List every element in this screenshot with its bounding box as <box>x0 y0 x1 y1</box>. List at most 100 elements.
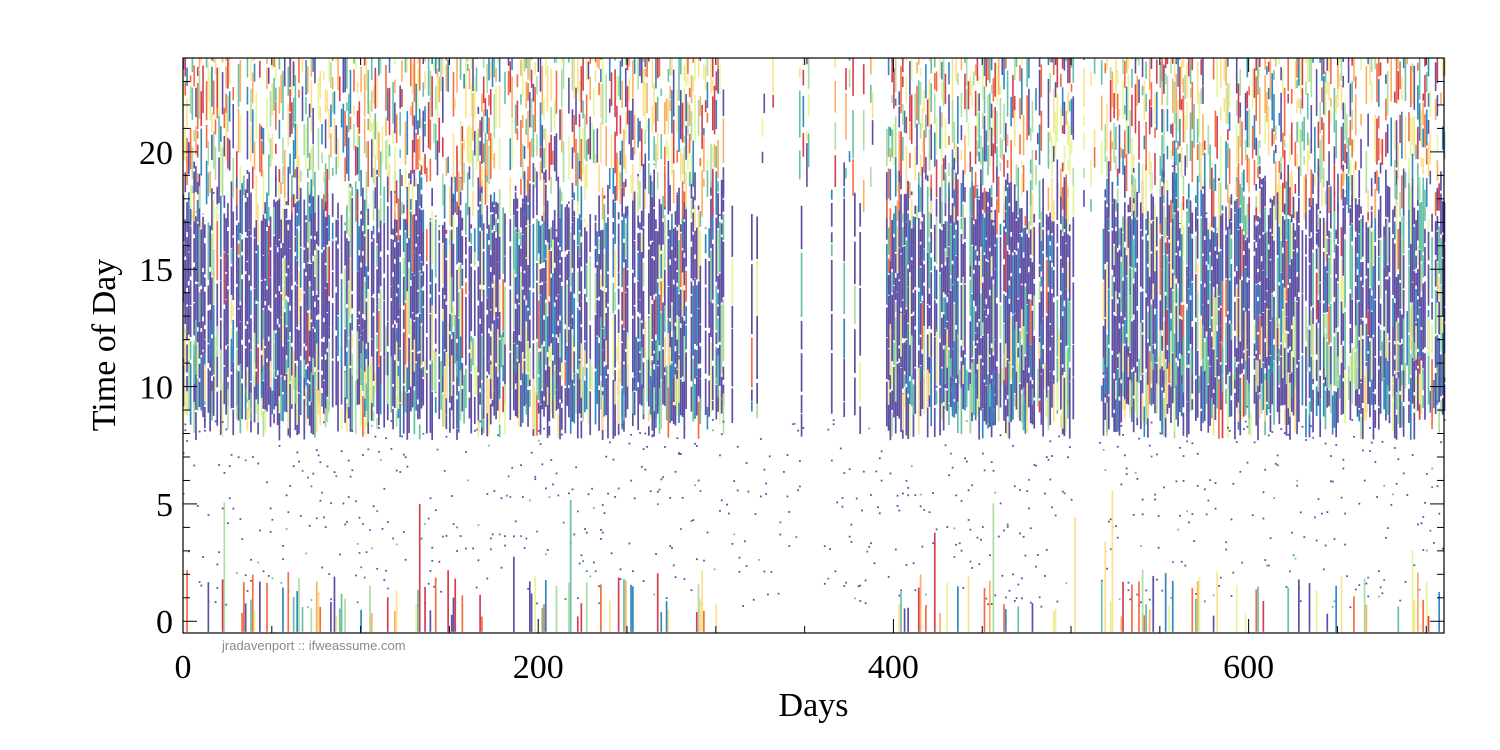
activity-mark <box>935 528 938 531</box>
activity-mark <box>965 420 968 423</box>
activity-mark <box>839 447 842 450</box>
activity-mark <box>834 570 837 573</box>
activity-mark <box>978 563 981 566</box>
activity-mark <box>981 526 984 528</box>
activity-mark <box>504 544 506 547</box>
activity-mark <box>330 598 332 601</box>
activity-mark <box>1235 441 1238 443</box>
activity-mark <box>1214 482 1217 484</box>
activity-mark <box>1033 463 1036 466</box>
activity-mark <box>443 469 446 472</box>
activity-mark <box>1273 497 1275 499</box>
activity-mark <box>669 496 672 499</box>
activity-mark <box>1106 567 1109 570</box>
activity-mark <box>1161 589 1164 592</box>
activity-mark <box>520 464 522 467</box>
activity-mark <box>612 458 615 461</box>
activity-mark <box>1196 452 1199 455</box>
activity-mark <box>404 456 407 459</box>
activity-mark <box>1116 445 1119 448</box>
activity-mark <box>269 530 272 533</box>
activity-mark <box>429 497 432 500</box>
activity-mark <box>664 446 666 448</box>
activity-mark <box>431 546 434 549</box>
activity-mark <box>587 493 590 496</box>
activity-mark <box>493 490 496 492</box>
activity-mark <box>925 593 927 596</box>
activity-mark <box>323 516 325 519</box>
activity-mark <box>900 589 903 592</box>
activity-mark <box>630 479 633 482</box>
activity-mark <box>836 501 839 504</box>
activity-mark <box>282 545 284 547</box>
activity-mark <box>1287 433 1290 436</box>
activity-mark <box>932 542 934 545</box>
activity-mark <box>214 601 217 604</box>
activity-mark <box>301 469 304 472</box>
activity-mark <box>969 528 972 531</box>
activity-mark <box>1109 548 1112 551</box>
activity-mark <box>731 542 734 545</box>
activity-mark <box>427 582 430 585</box>
activity-mark <box>378 426 380 429</box>
activity-mark <box>736 489 739 492</box>
activity-mark <box>695 558 698 561</box>
activity-mark <box>1138 437 1141 440</box>
activity-mark <box>868 427 871 430</box>
activity-mark <box>198 581 201 584</box>
activity-mark <box>1251 514 1254 517</box>
activity-mark <box>328 573 331 576</box>
activity-mark <box>367 448 370 451</box>
activity-mark <box>1063 492 1066 495</box>
activity-mark <box>372 505 375 508</box>
activity-mark <box>550 458 553 461</box>
activity-mark <box>271 577 274 580</box>
activity-mark <box>1026 490 1029 493</box>
activity-mark <box>431 559 434 562</box>
activity-mark <box>1020 597 1023 600</box>
activity-mark <box>738 570 741 573</box>
activity-mark <box>711 429 714 432</box>
activity-mark <box>578 562 581 565</box>
activity-mark <box>307 606 309 609</box>
activity-mark <box>442 535 444 538</box>
activity-mark <box>505 494 508 497</box>
activity-mark <box>1290 531 1293 534</box>
activity-mark <box>225 603 228 606</box>
activity-mark <box>1230 518 1233 521</box>
activity-mark <box>1212 594 1215 597</box>
activity-mark <box>1136 593 1139 596</box>
activity-mark <box>594 570 597 573</box>
activity-mark <box>928 511 931 514</box>
activity-mark <box>1051 455 1053 457</box>
activity-mark <box>196 505 199 507</box>
activity-mark <box>436 448 439 451</box>
activity-mark <box>777 592 780 595</box>
activity-mark <box>241 538 244 541</box>
activity-mark <box>610 552 613 555</box>
activity-mark <box>1299 511 1302 514</box>
activity-mark <box>1067 456 1069 459</box>
activity-mark <box>319 499 322 502</box>
activity-mark <box>200 584 203 587</box>
activity-mark <box>537 439 540 442</box>
activity-mark <box>1150 421 1153 424</box>
activity-mark <box>344 523 347 526</box>
activity-mark <box>621 424 624 426</box>
activity-mark <box>1177 528 1180 531</box>
activity-mark <box>585 531 588 534</box>
activity-mark <box>395 469 398 472</box>
activity-mark <box>671 547 673 549</box>
activity-mark <box>536 602 538 605</box>
activity-mark <box>346 520 348 523</box>
activity-mark <box>896 505 899 507</box>
activity-mark <box>422 432 425 435</box>
activity-mark <box>1141 513 1144 516</box>
activity-mark <box>640 465 643 468</box>
activity-mark <box>823 545 826 548</box>
activity-mark <box>292 465 295 468</box>
activity-mark <box>695 445 698 447</box>
activity-mark <box>608 441 611 444</box>
activity-mark <box>1262 517 1265 520</box>
